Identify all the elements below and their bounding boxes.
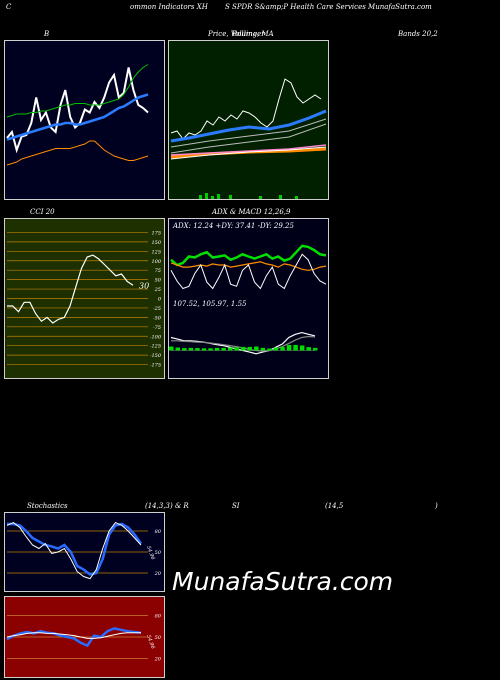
adx-values: ADX: 12.24 +DY: 37.41 -DY: 29.25 [173,222,294,230]
series-line-0 [6,67,149,154]
tick-label-9: -50 [153,315,162,321]
price-overlap-label: Bollinger [232,30,265,38]
tick-label-0: 175 [151,230,161,236]
last-value-label: 30 [139,281,149,290]
series-line-0 [7,254,134,324]
bollinger-panel [4,40,165,200]
series-line-3 [6,140,149,166]
price-ma-gray2 [170,123,327,154]
tick-label-1: 50 [155,550,162,556]
tick-label-7: 0 [158,297,162,303]
header-left: C [6,3,12,11]
cci-chart: 175 150 125 100 75 50 25 0 -25 -50 -75 -100 -125 -150… [7,230,162,369]
macd-hist-bar-17 [280,346,285,351]
series-line-1 [6,632,141,639]
adx-panel: ADX: 12.24 +DY: 37.41 -DY: 29.25 107.52,… [168,218,329,379]
macd-hist-bar-15 [267,348,272,351]
rsi-close-label: ) [435,502,438,510]
macd-hist-bar-19 [293,344,298,351]
series-line-0 [6,627,142,648]
tick-label-11: -100 [150,334,162,340]
price-panel [168,40,329,200]
rsi-params-label: (14,5 [325,502,344,510]
macd-chart [169,331,318,355]
volume-bars [199,193,298,199]
macd-hist-bar-13 [254,346,259,351]
series-line-0 [7,522,143,576]
tick-label-13: -150 [150,353,162,359]
adx-title-label: ADX & MACD 12,26,9 [212,208,291,216]
tick-label-1: 50 [155,635,162,641]
adx-chart [170,244,327,290]
stochastics-chart: 80 50 20 54.96 [6,521,162,580]
tick-label-12: -125 [150,344,161,350]
price-ma-pink [170,144,327,156]
tick-label-10: -75 [153,325,161,331]
macd-hist-bar-16 [273,347,279,351]
series-line-2 [170,253,327,290]
tick-label-8: -25 [153,306,161,312]
price-ma-blue [170,109,327,143]
macd-hist-bar-1 [175,347,181,351]
macd-hist-bar-20 [299,345,305,351]
tick-label-2: 20 [154,657,162,663]
bands-label: Bands 20,2 [398,30,438,38]
tick-label-2: 125 [151,249,161,255]
price-ma-gray1 [170,118,327,148]
stochastics-panel: 80 50 20 54.96 [4,512,165,592]
tick-label-5: 50 [155,278,162,284]
rsi-chart: 80 50 20 54.96 [6,613,162,663]
bollinger-chart [6,64,149,166]
rsi-panel: 80 50 20 54.96 [4,596,165,678]
tick-label-2: 20 [154,571,162,577]
macd-hist-bar-14 [260,347,266,351]
macd-hist-bar-3 [188,347,194,351]
macd-hist-bar-12 [247,346,253,351]
macd-hist-bar-21 [306,347,311,351]
price-chart [170,78,327,199]
rsi-si-label: SI [232,502,240,510]
price-ma-orange [170,147,327,159]
tick-label-4: 75 [155,268,161,274]
series-line-1 [170,261,327,271]
tick-label-0: 80 [155,529,162,535]
last-value-label: 54.96 [145,634,156,650]
tick-label-3: 100 [151,259,161,265]
series-line-0 [170,244,327,267]
macd-hist-bar-18 [286,344,292,351]
tick-label-6: 25 [154,287,161,293]
macd-hist-bar-9 [227,347,233,351]
cci-label: CCI 20 [30,208,55,216]
macd-hist-bar-7 [214,347,220,351]
cci-panel: 175 150 125 100 75 50 25 0 -25 -50 -75 -100 -125 -150… [4,218,165,379]
macd-hist-bar-10 [234,347,239,351]
tick-label-14: -175 [150,363,161,369]
macd-hist-bar-8 [221,347,226,351]
macd-hist-bar-0 [169,346,174,351]
macd-hist-bar-2 [182,348,187,351]
macd-hist-bar-5 [201,348,207,351]
header-indicators: ommon Indicators XH [130,3,208,11]
bollinger-label: B [44,30,50,38]
macd-hist-bar-22 [313,347,318,351]
macd-hist-bar-11 [241,346,246,351]
stoch-params-label: (14,3,3) & R [145,502,189,510]
price-label: Price, Volume, MA [208,30,274,38]
series-line-2 [6,64,149,118]
stoch-label: Stochastics [27,502,68,510]
last-value-label: 54.96 [145,545,156,561]
series-line-1 [6,93,149,141]
tick-label-0: 80 [155,613,162,619]
header-ticker: S SPDR S&amp;P Health Care Services Muna… [225,3,432,11]
price-close-line [170,78,322,140]
watermark: MunafaSutra.com [172,567,394,596]
tick-label-1: 150 [151,240,161,246]
price-ma-white [170,146,327,160]
macd-values: 107.52, 105.97, 1.55 [173,300,247,308]
series-line-1 [6,521,142,580]
macd-hist-bar-4 [195,348,200,351]
macd-hist-bar-6 [208,348,213,351]
